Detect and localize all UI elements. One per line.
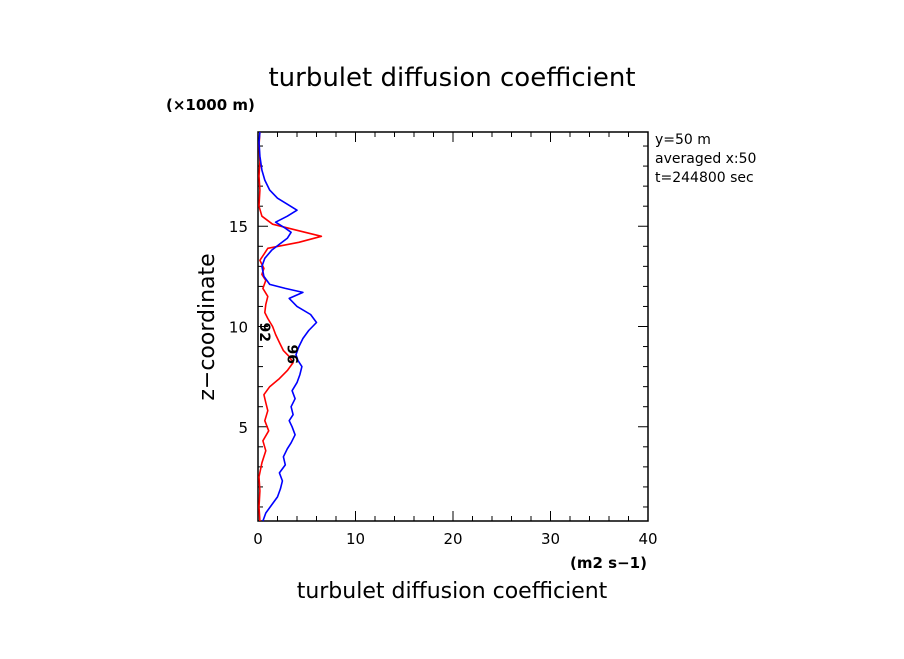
annotation-96: 96: [283, 345, 299, 364]
y-unit-label: (×1000 m): [166, 96, 255, 114]
x-axis-title: turbulet diffusion coefficient: [297, 579, 608, 604]
x-tick-label: 0: [253, 530, 263, 548]
y-tick-label: 10: [229, 319, 248, 337]
y-tick-label: 15: [229, 218, 248, 236]
x-tick-label: 20: [443, 530, 462, 548]
x-unit-label: (m2 s−1): [570, 554, 647, 572]
info-line-2: averaged x:50: [655, 151, 756, 167]
tick-labels: 0 10 20 30 40 5 10 15: [229, 218, 658, 548]
annotation-92: 92: [256, 323, 272, 342]
x-tick-label: 10: [346, 530, 365, 548]
y-tick-label: 5: [238, 419, 248, 437]
info-line-1: y=50 m: [655, 132, 711, 148]
series-layer: [257, 131, 323, 522]
x-tick-label: 30: [541, 530, 560, 548]
info-line-3: t=244800 sec: [655, 170, 754, 186]
series-line-96: [258, 131, 318, 522]
annotation-layer: 92 96: [256, 323, 299, 364]
axis-ticks: [257, 132, 649, 521]
chart-title: turbulet diffusion coefficient: [268, 63, 635, 93]
series-line-92: [258, 131, 323, 522]
x-tick-label: 40: [638, 530, 657, 548]
y-axis-title: z−coordinate: [195, 253, 220, 400]
plot-area-frame: [257, 131, 649, 522]
